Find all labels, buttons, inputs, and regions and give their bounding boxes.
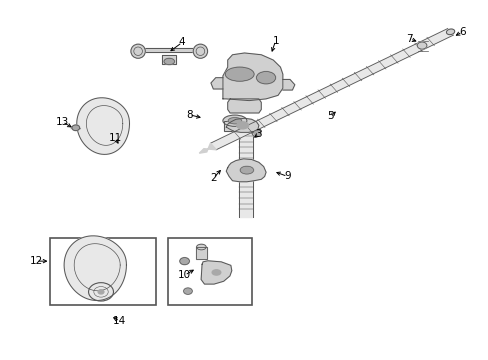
Polygon shape [64,236,126,301]
Text: 8: 8 [186,110,192,120]
Text: 14: 14 [113,316,126,326]
Bar [195,247,207,259]
Ellipse shape [223,115,246,126]
Circle shape [416,42,426,49]
Text: 13: 13 [56,117,69,127]
Text: 12: 12 [29,256,42,266]
Polygon shape [251,130,261,137]
Polygon shape [77,98,129,154]
Text: 6: 6 [458,27,465,37]
Polygon shape [162,55,176,64]
Bar [50,238,156,305]
Polygon shape [201,261,231,284]
Text: 7: 7 [406,34,412,44]
Text: 3: 3 [255,129,262,139]
Ellipse shape [236,122,248,129]
Ellipse shape [225,67,254,81]
Polygon shape [226,118,258,132]
Bar [195,247,207,259]
Polygon shape [227,99,261,113]
Text: 2: 2 [210,173,216,183]
Ellipse shape [240,166,253,174]
Circle shape [254,131,259,136]
Text: 4: 4 [179,37,185,48]
Bar [224,121,245,131]
Polygon shape [210,28,452,150]
Ellipse shape [228,118,241,124]
Ellipse shape [131,44,145,58]
Circle shape [98,290,103,294]
Text: 5: 5 [327,112,333,121]
Circle shape [72,125,80,131]
Circle shape [183,288,192,294]
Polygon shape [226,159,265,182]
Polygon shape [238,131,253,217]
Polygon shape [132,48,206,55]
Bar [224,121,245,131]
Ellipse shape [163,58,174,65]
Text: 11: 11 [108,133,122,143]
Ellipse shape [193,44,207,58]
Bar [167,238,251,305]
Polygon shape [223,53,282,100]
Text: 9: 9 [284,171,290,181]
Ellipse shape [196,244,206,250]
Ellipse shape [212,270,220,275]
Polygon shape [282,80,294,90]
Text: 10: 10 [178,270,191,280]
Ellipse shape [256,72,275,84]
Polygon shape [210,78,223,89]
Text: 1: 1 [272,36,278,46]
Polygon shape [199,143,216,153]
Ellipse shape [446,29,454,35]
Circle shape [180,258,189,265]
Circle shape [88,283,113,301]
